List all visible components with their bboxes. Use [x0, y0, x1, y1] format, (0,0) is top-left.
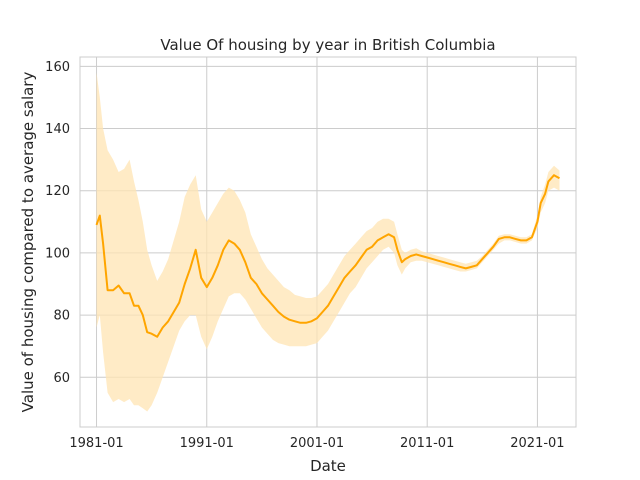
- x-axis-ticks: 1981-01 1991-01 2001-01 2011-01 2021-01: [69, 436, 564, 451]
- x-tick-label: 1981-01: [69, 436, 123, 451]
- x-tick-label: 2001-01: [290, 436, 344, 451]
- x-tick-label: 2021-01: [510, 436, 564, 451]
- plot-area-border: [79, 56, 577, 428]
- housing-value-line: [95, 174, 560, 338]
- y-tick-label: 100: [45, 246, 70, 261]
- chart-title: Value Of housing by year in British Colu…: [160, 36, 495, 54]
- x-tick-label: 1991-01: [180, 436, 234, 451]
- confidence-band: [96, 72, 560, 412]
- y-axis-ticks: 60 80 100 120 140 160: [45, 60, 70, 386]
- y-axis-label: Value of housing compared to average sal…: [19, 72, 37, 413]
- y-tick-label: 80: [53, 309, 70, 324]
- x-axis-label: Date: [310, 457, 346, 475]
- x-tick-label: 2011-01: [400, 436, 454, 451]
- y-tick-label: 120: [45, 184, 70, 199]
- y-tick-label: 160: [45, 60, 70, 75]
- y-tick-label: 60: [53, 371, 70, 386]
- y-tick-label: 140: [45, 122, 70, 137]
